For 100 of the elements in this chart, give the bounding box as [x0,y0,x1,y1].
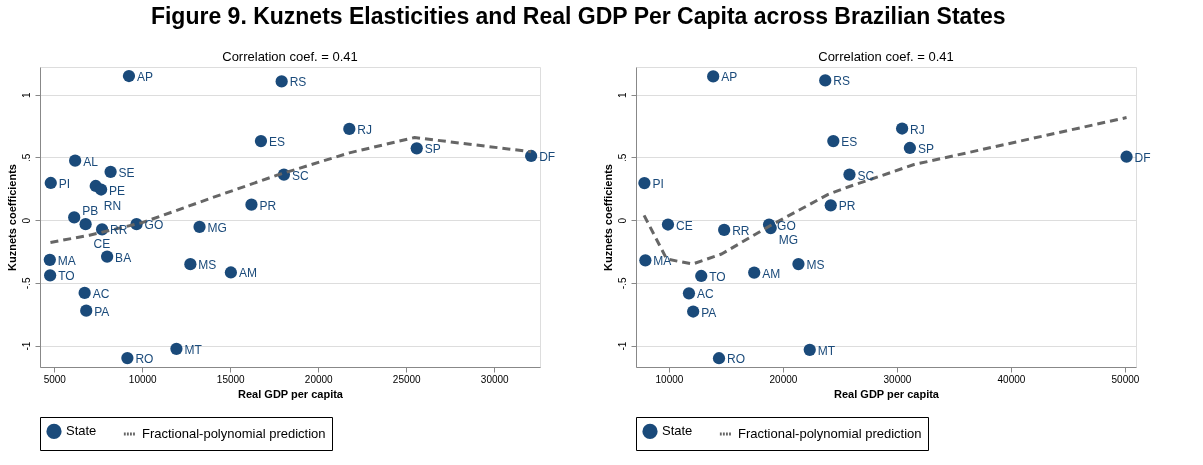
annotation: PE [109,183,126,198]
annotation: PR [838,199,856,214]
point [824,199,837,212]
annotation: AM [238,266,257,281]
point [44,269,57,282]
x-tick-label: 50000 [1111,373,1140,385]
point [43,253,56,266]
text: Correlation coef. = 0.41 [222,49,358,64]
point [104,165,117,178]
annotation: AC [92,286,110,301]
text: Correlation coef. = 0.41 [818,49,954,64]
x-tick-label: 20000 [304,373,334,385]
annotation: RJ [910,122,925,137]
point [695,269,708,283]
annotation: SC [857,168,875,183]
x-tick-label: 10000 [128,373,158,385]
point [121,351,134,365]
annotation: MA [653,254,672,269]
annotation: DF [539,150,556,164]
point [184,258,197,271]
x-axis-title: Real GDP per capita [834,387,940,400]
point [68,211,81,224]
chart-title: Figure 9. Kuznets Elasticities and Real GDP Per Capita across Brazilian States [150,2,1006,29]
point [827,134,840,148]
annotation: RS [289,75,307,90]
y-tick-label: 1 [20,91,32,98]
annotation: RR [732,223,750,238]
point [843,168,856,181]
point [80,304,93,317]
point [1120,150,1133,163]
annotation: RO [727,352,745,367]
annotation: MG [778,233,799,248]
point [718,223,731,237]
point [94,183,108,196]
point [707,70,720,83]
legend-label: Fractional-polynomial prediction [738,426,922,441]
point [638,177,651,190]
point [44,176,57,190]
y-axis-title: Kuznets coefficients [601,164,614,271]
y-tick-label: -1 [616,341,628,351]
point [410,142,423,155]
annotation: DF [1134,150,1151,165]
y-tick-label: -.5 [616,277,628,290]
point [245,198,258,211]
annotation: AL [83,154,99,169]
annotation: CE [675,218,693,233]
annotation: MT [184,342,203,357]
point [819,74,832,87]
annotation: RS [833,74,850,89]
annotation: MS [806,258,825,273]
point [903,141,917,155]
y-tick-label: 0 [616,217,628,224]
annotation: MS [198,258,217,273]
x-tick-label: 15000 [216,373,246,385]
y-tick-label: -.5 [20,277,32,290]
annotation: ES [841,135,858,150]
y-tick-label: .5 [616,153,628,163]
annotation: MG [207,220,227,235]
x-tick-label: 40000 [997,373,1026,385]
point [896,122,909,135]
annotation: SP [424,142,441,157]
point [639,254,652,267]
y-axis-title: Kuznets coefficients [5,164,18,271]
annotation: PI [58,176,71,191]
annotation: PI [652,177,664,192]
annotation: RO [135,352,154,367]
legend-label: Fractional-polynomial prediction [142,426,326,441]
point [254,134,268,148]
point [69,154,82,167]
point [122,69,136,83]
annotation: SC [291,168,309,183]
annotation: TO [58,269,75,284]
annotation: SE [118,165,135,180]
x-tick-label: 20000 [769,373,798,385]
annotation: PR [259,198,277,213]
point [275,75,288,88]
point [78,286,91,300]
x-tick-label: 30000 [480,373,510,385]
x-tick-label: 30000 [883,373,912,385]
point [170,342,183,355]
x-tick-label: 25000 [392,373,422,385]
y-tick-label: 0 [20,217,32,224]
point [193,220,206,234]
annotation: RJ [357,122,372,137]
point [682,287,696,300]
y-tick-label: 1 [616,91,628,98]
legend-label: State [662,423,693,439]
annotation: AP [136,70,153,85]
point [792,257,805,271]
annotation: CE [93,237,111,252]
point [803,343,816,356]
point [224,266,238,279]
annotation: PA [701,305,717,320]
y-tick-label: -1 [20,341,32,351]
point [343,122,356,135]
annotation: SP [917,141,934,156]
annotation: PA [94,304,110,319]
point [525,149,538,163]
point [101,250,114,263]
point [687,305,700,318]
